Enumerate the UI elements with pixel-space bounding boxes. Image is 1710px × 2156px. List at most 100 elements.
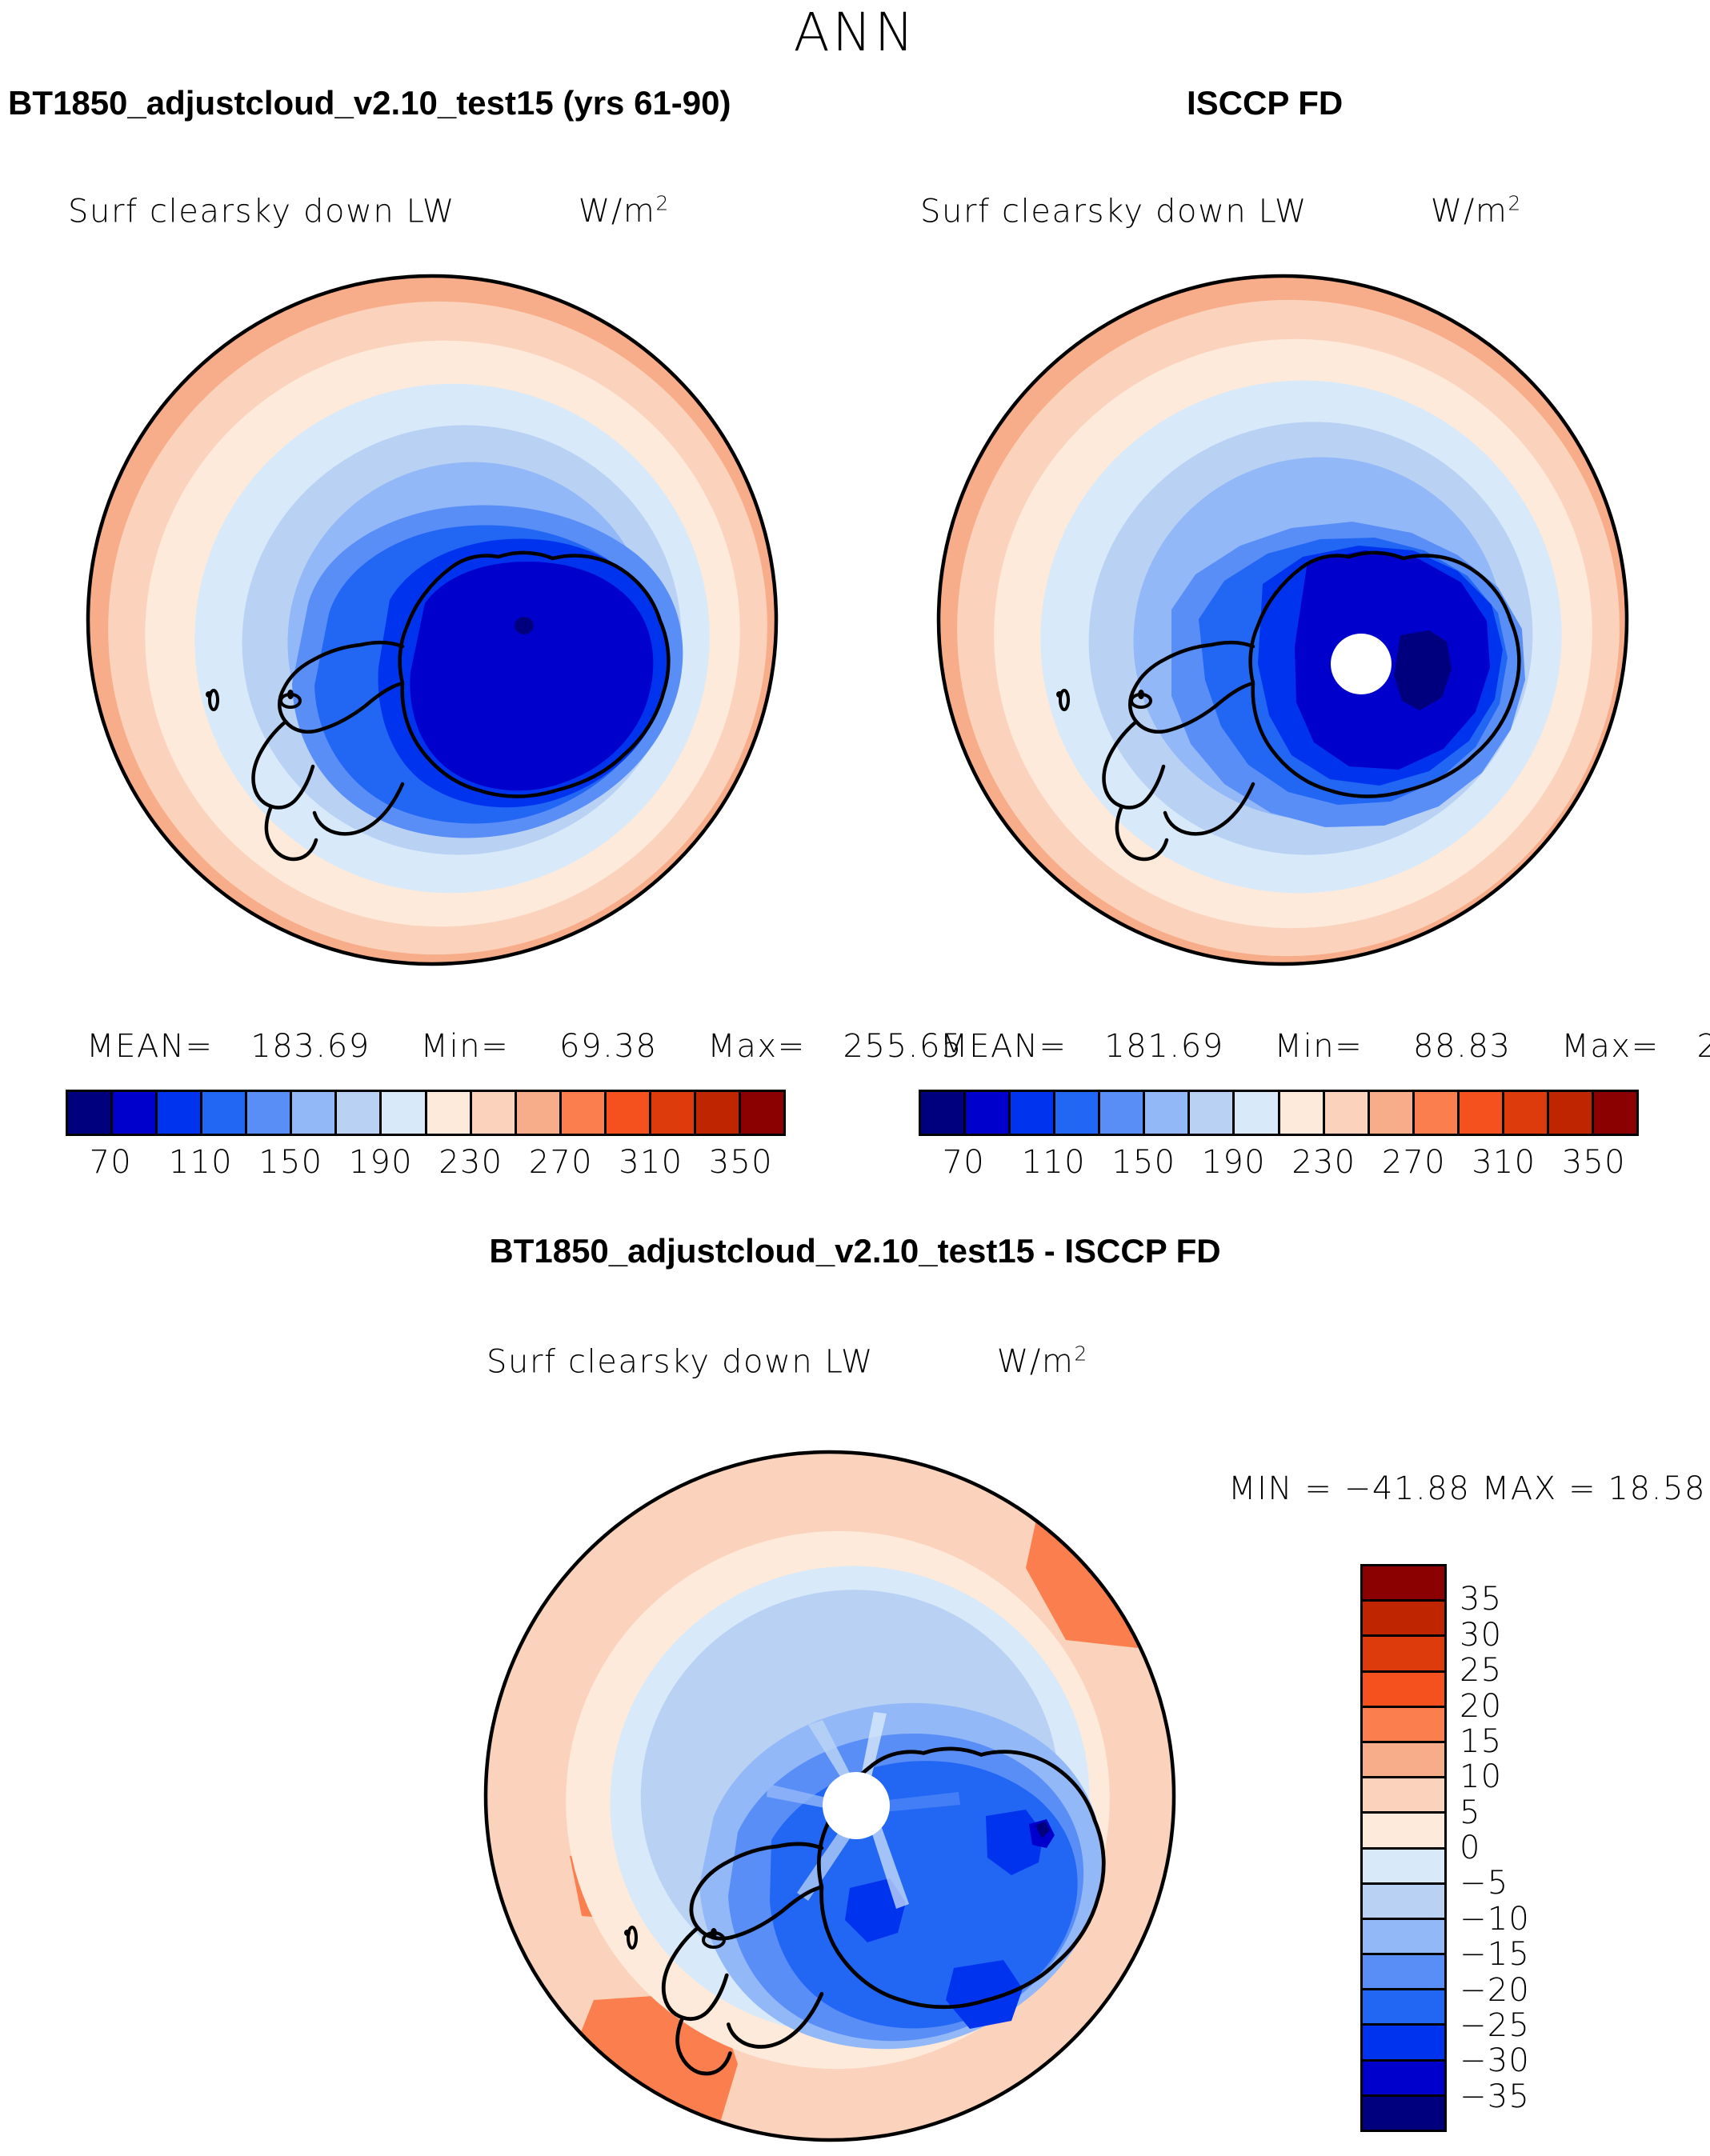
obs-variable-row: Surf clearsky down LW W/m2 bbox=[920, 192, 1522, 230]
difference-variable-row: Surf clearsky down LW W/m2 bbox=[487, 1342, 1088, 1380]
obs-max-label: Max= bbox=[1561, 1028, 1660, 1065]
colorbar-cell bbox=[1363, 1707, 1444, 1743]
colorbar-cell bbox=[1363, 1884, 1444, 1920]
colorbar-tick-label: 150 bbox=[1111, 1144, 1176, 1181]
colorbar-cell bbox=[561, 1092, 607, 1134]
obs-panel-title: ISCCP FD bbox=[1187, 84, 1344, 122]
colorbar-cell bbox=[1363, 1637, 1444, 1673]
colorbar-cell bbox=[1363, 1955, 1444, 1991]
colorbar-cell bbox=[471, 1092, 517, 1134]
colorbar-cell bbox=[921, 1092, 967, 1134]
colorbar-tick-label: 30 bbox=[1460, 1616, 1503, 1654]
colorbar-tick-label: −30 bbox=[1460, 2042, 1531, 2080]
colorbar-cell bbox=[1414, 1092, 1460, 1134]
colorbar-cell bbox=[1548, 1092, 1594, 1134]
colorbar-cell bbox=[1363, 1778, 1444, 1814]
model-colorbar-strip[interactable] bbox=[66, 1090, 786, 1136]
colorbar-cell bbox=[651, 1092, 696, 1134]
difference-variable-label: Surf clearsky down LW bbox=[487, 1343, 875, 1381]
colorbar-tick-label: 0 bbox=[1460, 1830, 1481, 1866]
colorbar-cell bbox=[1363, 1919, 1444, 1956]
colorbar-cell bbox=[1363, 1814, 1444, 1850]
colorbar-cell bbox=[1459, 1092, 1504, 1134]
pole-data-gap bbox=[1331, 634, 1392, 694]
colorbar-cell bbox=[1279, 1092, 1325, 1134]
colorbar-cell bbox=[1324, 1092, 1370, 1134]
colorbar-tick-label: 20 bbox=[1460, 1687, 1503, 1725]
colorbar-tick-label: −25 bbox=[1460, 2006, 1531, 2044]
colorbar-cell bbox=[202, 1092, 248, 1134]
obs-mean-value: 181.69 bbox=[1104, 1028, 1224, 1065]
colorbar-tick-label: 270 bbox=[528, 1144, 593, 1181]
obs-mean-label: MEAN= bbox=[940, 1028, 1067, 1065]
colorbar-cell bbox=[966, 1092, 1011, 1134]
colorbar-cell bbox=[292, 1092, 338, 1134]
colorbar-tick-label: 110 bbox=[168, 1144, 233, 1181]
model-mean-value: 183.69 bbox=[250, 1028, 370, 1065]
colorbar-tick-label: 190 bbox=[1201, 1144, 1266, 1181]
colorbar-cell bbox=[1011, 1092, 1056, 1134]
obs-polar-map[interactable] bbox=[927, 264, 1639, 976]
colorbar-cell bbox=[1055, 1092, 1101, 1134]
obs-min-value: 88.83 bbox=[1413, 1028, 1512, 1065]
colorbar-cell bbox=[1145, 1092, 1191, 1134]
colorbar-cell bbox=[1363, 1602, 1444, 1638]
model-min-value: 69.38 bbox=[559, 1028, 658, 1065]
colorbar-cell bbox=[1504, 1092, 1549, 1134]
colorbar-tick-label: 70 bbox=[942, 1144, 985, 1181]
colorbar-tick-label: −5 bbox=[1460, 1865, 1509, 1902]
colorbar-cell bbox=[1363, 1566, 1444, 1602]
colorbar-cell bbox=[247, 1092, 293, 1134]
colorbar-cell bbox=[606, 1092, 651, 1134]
colorbar-cell bbox=[426, 1092, 472, 1134]
colorbar-cell bbox=[1235, 1092, 1280, 1134]
colorbar-cell bbox=[1363, 2026, 1444, 2062]
obs-colorbar[interactable]: 70 110 150 190 230 270 310 350 bbox=[919, 1090, 1639, 1189]
colorbar-tick-label: −20 bbox=[1460, 1971, 1531, 2009]
pole-data-gap bbox=[823, 1772, 890, 1839]
colorbar-tick-label: 150 bbox=[258, 1144, 323, 1181]
colorbar-cell bbox=[516, 1092, 562, 1134]
model-colorbar[interactable]: 70 110 150 190 230 270 310 350 bbox=[66, 1090, 786, 1189]
colorbar-cell bbox=[1363, 1672, 1444, 1708]
obs-colorbar-labels: 70 110 150 190 230 270 310 350 bbox=[919, 1144, 1639, 1189]
colorbar-cell bbox=[113, 1092, 158, 1134]
obs-max-value: 238.23 bbox=[1696, 1028, 1710, 1065]
colorbar-tick-label: −35 bbox=[1460, 2078, 1531, 2115]
obs-colorbar-strip[interactable] bbox=[919, 1090, 1639, 1136]
colorbar-cell bbox=[740, 1092, 783, 1134]
colorbar-tick-label: 310 bbox=[619, 1144, 683, 1181]
colorbar-cell bbox=[695, 1092, 741, 1134]
difference-units: W/m2 bbox=[996, 1342, 1088, 1381]
obs-units: W/m2 bbox=[1430, 192, 1522, 230]
colorbar-tick-label: 270 bbox=[1381, 1144, 1446, 1181]
model-polar-map[interactable] bbox=[76, 264, 788, 976]
colorbar-cell bbox=[1363, 2096, 1444, 2130]
model-colorbar-labels: 70 110 150 190 230 270 310 350 bbox=[66, 1144, 786, 1189]
difference-colorbar[interactable]: 35 30 25 20 15 10 5 0 −5 −10 −15 −20 −25 −30 −35 bbox=[1360, 1564, 1624, 2132]
colorbar-tick-label: 230 bbox=[439, 1144, 503, 1181]
colorbar-cell bbox=[1369, 1092, 1415, 1134]
difference-polar-map[interactable] bbox=[474, 1440, 1186, 2152]
model-stats-row: MEAN= 183.69 Min= 69.38 Max= 255.65 bbox=[86, 1028, 963, 1065]
model-variable-label: Surf clearsky down LW bbox=[68, 193, 456, 230]
colorbar-cell bbox=[1363, 2061, 1444, 2097]
colorbar-tick-label: 25 bbox=[1460, 1652, 1503, 1690]
colorbar-tick-label: −10 bbox=[1460, 1900, 1531, 1938]
colorbar-tick-label: 310 bbox=[1472, 1144, 1536, 1181]
colorbar-cell bbox=[337, 1092, 382, 1134]
model-min-label: Min= bbox=[420, 1028, 510, 1065]
colorbar-cell bbox=[1190, 1092, 1235, 1134]
obs-min-label: Min= bbox=[1274, 1028, 1364, 1065]
difference-colorbar-labels: 35 30 25 20 15 10 5 0 −5 −10 −15 −20 −25 −30 −35 bbox=[1460, 1564, 1620, 2132]
colorbar-cell bbox=[1363, 1849, 1444, 1885]
colorbar-tick-label: 190 bbox=[348, 1144, 413, 1181]
colorbar-cell bbox=[1363, 1742, 1444, 1779]
colorbar-tick-label: 35 bbox=[1460, 1581, 1503, 1618]
difference-colorbar-strip[interactable] bbox=[1360, 1564, 1447, 2132]
model-units: W/m2 bbox=[578, 192, 670, 230]
colorbar-cell bbox=[1100, 1092, 1146, 1134]
model-max-value: 255.65 bbox=[843, 1028, 963, 1065]
colorbar-tick-label: 230 bbox=[1292, 1144, 1356, 1181]
difference-panel-title: BT1850_adjustcloud_v2.10_test15 - ISCCP … bbox=[489, 1232, 1221, 1270]
